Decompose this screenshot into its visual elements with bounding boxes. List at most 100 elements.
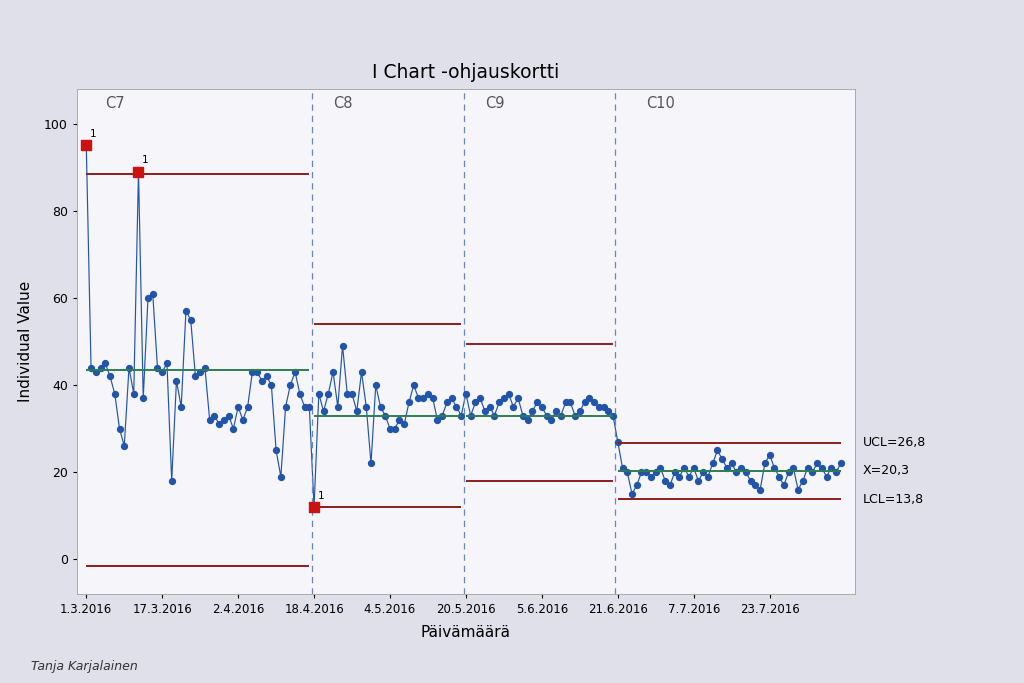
- Point: [705, 458, 721, 469]
- Point: [144, 288, 161, 299]
- Point: [292, 389, 308, 400]
- Point: [463, 410, 479, 421]
- Point: [633, 466, 649, 477]
- Point: [586, 397, 602, 408]
- Point: [191, 367, 208, 378]
- Point: [339, 389, 355, 400]
- Point: [827, 466, 844, 477]
- Point: [173, 402, 189, 413]
- Point: [182, 314, 199, 325]
- Point: [562, 397, 579, 408]
- Point: [278, 402, 294, 413]
- Point: [353, 367, 370, 378]
- Point: [225, 423, 242, 434]
- Text: C10: C10: [646, 96, 675, 111]
- Point: [150, 362, 166, 373]
- Point: [505, 402, 521, 413]
- Text: 1: 1: [142, 155, 148, 165]
- Point: [557, 397, 573, 408]
- Point: [112, 423, 128, 434]
- Point: [321, 389, 337, 400]
- Point: [600, 406, 616, 417]
- Point: [344, 389, 360, 400]
- Point: [368, 380, 384, 391]
- Point: [605, 410, 622, 421]
- Point: [624, 488, 640, 499]
- Point: [519, 415, 536, 426]
- Point: [477, 406, 494, 417]
- Point: [685, 462, 701, 473]
- Point: [577, 397, 593, 408]
- Point: [88, 367, 104, 378]
- Point: [411, 393, 427, 404]
- Point: [268, 445, 285, 456]
- Point: [595, 402, 611, 413]
- Point: [657, 475, 674, 486]
- Y-axis label: Individual Value: Individual Value: [17, 281, 33, 402]
- Point: [814, 462, 830, 473]
- Text: 1: 1: [90, 129, 96, 139]
- Point: [719, 462, 735, 473]
- Point: [490, 397, 507, 408]
- Point: [310, 389, 327, 400]
- Point: [406, 380, 422, 391]
- Point: [373, 402, 389, 413]
- Point: [377, 410, 393, 421]
- Point: [714, 454, 730, 464]
- Point: [230, 402, 247, 413]
- Point: [672, 471, 688, 482]
- Point: [78, 140, 94, 151]
- Point: [438, 397, 455, 408]
- Point: [571, 406, 588, 417]
- Point: [211, 419, 227, 430]
- Point: [391, 415, 408, 426]
- Point: [348, 406, 365, 417]
- Point: [775, 480, 792, 491]
- Point: [358, 402, 375, 413]
- Point: [676, 462, 692, 473]
- Point: [748, 480, 764, 491]
- Point: [202, 415, 218, 426]
- Point: [790, 484, 806, 495]
- Point: [386, 423, 402, 434]
- Point: [206, 410, 222, 421]
- Point: [695, 466, 712, 477]
- Point: [106, 389, 123, 400]
- Point: [643, 471, 659, 482]
- Text: C9: C9: [485, 96, 505, 111]
- X-axis label: Päivämäärä: Päivämäärä: [421, 624, 511, 639]
- Point: [130, 166, 146, 177]
- Point: [382, 423, 398, 434]
- Point: [524, 406, 541, 417]
- Point: [501, 389, 517, 400]
- Point: [567, 410, 584, 421]
- Point: [425, 393, 441, 404]
- Point: [187, 371, 204, 382]
- Point: [548, 406, 564, 417]
- Point: [620, 466, 636, 477]
- Point: [766, 462, 782, 473]
- Text: C8: C8: [333, 96, 352, 111]
- Point: [733, 462, 750, 473]
- Point: [301, 402, 317, 413]
- Text: LCL=13,8: LCL=13,8: [863, 492, 924, 505]
- Point: [97, 358, 114, 369]
- Point: [818, 471, 835, 482]
- Point: [362, 458, 379, 469]
- Point: [135, 393, 152, 404]
- Point: [197, 362, 213, 373]
- Text: 1: 1: [317, 490, 325, 501]
- Point: [254, 375, 270, 386]
- Point: [258, 371, 274, 382]
- Point: [809, 458, 825, 469]
- Point: [795, 475, 811, 486]
- Point: [325, 367, 341, 378]
- Point: [443, 393, 460, 404]
- Text: Tanja Karjalainen: Tanja Karjalainen: [31, 660, 137, 673]
- Text: X=20,3: X=20,3: [863, 464, 909, 477]
- Point: [434, 410, 451, 421]
- Point: [315, 406, 332, 417]
- Point: [614, 462, 631, 473]
- Point: [486, 410, 503, 421]
- Text: C7: C7: [105, 96, 125, 111]
